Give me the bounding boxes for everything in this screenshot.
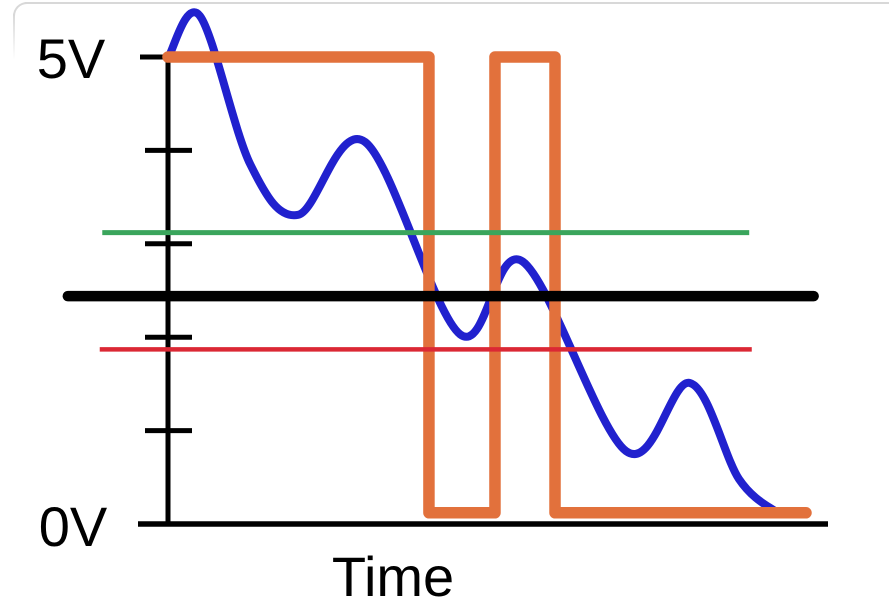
y-axis-label-0v: 0V (38, 495, 108, 558)
x-axis-label: Time (331, 545, 455, 600)
analog-input-signal-line (164, 8, 782, 517)
frame-left-border (13, 14, 15, 60)
digital-comparator-output-line (162, 51, 812, 519)
frame-corner-border (13, 2, 27, 16)
y-axis-label-5v: 5V (36, 27, 106, 90)
frame-top-border (25, 2, 889, 4)
